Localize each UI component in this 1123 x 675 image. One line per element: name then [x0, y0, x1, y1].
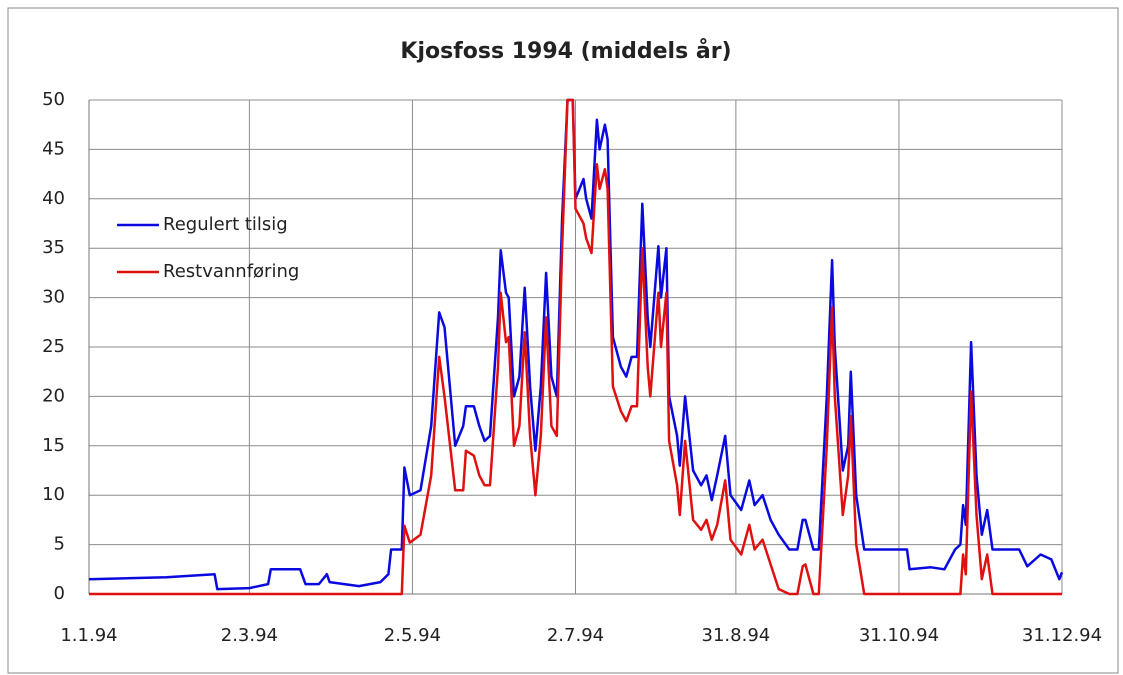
x-tick-label: 31.12.94 — [1022, 625, 1102, 646]
chart-title: Kjosfoss 1994 (middels år) — [400, 38, 731, 64]
x-tick-label: 2.7.94 — [547, 625, 604, 646]
y-tick-label: 15 — [42, 435, 65, 456]
grid: 0 5 10 15 20 25 30 35 40 45 50 1.1.94 2.3.94 2.5.94 2.… — [42, 89, 1102, 646]
x-tick-label: 31.8.94 — [702, 625, 771, 646]
y-tick-label: 40 — [42, 188, 65, 209]
x-tick-label: 2.3.94 — [221, 625, 278, 646]
y-tick-label: 20 — [42, 385, 65, 406]
x-tick-label: 2.5.94 — [384, 625, 441, 646]
x-tick-label: 1.1.94 — [60, 625, 117, 646]
y-tick-label: 50 — [42, 89, 65, 110]
y-tick-label: 10 — [42, 484, 65, 505]
series-line — [89, 98, 1062, 596]
x-tick-label: 31.10.94 — [859, 625, 939, 646]
y-tick-label: 30 — [42, 287, 65, 308]
legend: Regulert tilsig Restvannføring — [117, 214, 299, 282]
series-line — [89, 98, 1064, 591]
legend-label: Restvannføring — [163, 261, 299, 282]
chart-border — [7, 7, 1119, 674]
y-tick-label: 35 — [42, 237, 65, 258]
y-tick-label: 45 — [42, 138, 65, 159]
y-tick-label: 0 — [54, 583, 65, 604]
legend-label: Regulert tilsig — [163, 214, 288, 235]
plot — [89, 98, 1064, 596]
y-tick-label: 5 — [54, 534, 65, 555]
y-tick-label: 25 — [42, 336, 65, 357]
